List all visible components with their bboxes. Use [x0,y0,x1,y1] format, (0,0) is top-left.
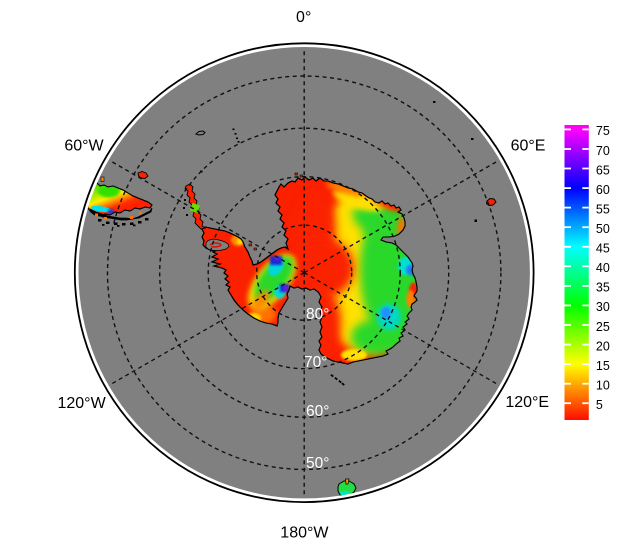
svg-text:180°W: 180°W [280,525,329,542]
svg-text:60°E: 60°E [511,138,546,155]
svg-text:60: 60 [596,183,610,197]
svg-text:60°W: 60°W [64,138,104,155]
svg-text:10: 10 [596,378,610,392]
svg-text:35: 35 [596,281,610,295]
svg-text:30: 30 [596,300,610,314]
svg-text:120°E: 120°E [505,394,549,411]
svg-text:25: 25 [596,320,610,334]
svg-text:20: 20 [596,339,610,353]
svg-text:120°W: 120°W [57,395,106,412]
svg-text:15: 15 [596,359,610,373]
svg-text:0°: 0° [296,9,311,26]
svg-text:70: 70 [596,144,610,158]
svg-text:40: 40 [596,261,610,275]
svg-text:50: 50 [596,222,610,236]
svg-text:70°: 70° [304,354,327,371]
svg-text:5: 5 [596,398,603,412]
svg-text:80°: 80° [306,306,329,323]
svg-text:65: 65 [596,163,610,177]
svg-text:45: 45 [596,242,610,256]
svg-text:55: 55 [596,202,610,216]
svg-text:50°: 50° [306,455,329,472]
svg-text:60°: 60° [306,403,329,420]
svg-text:75: 75 [596,124,610,138]
